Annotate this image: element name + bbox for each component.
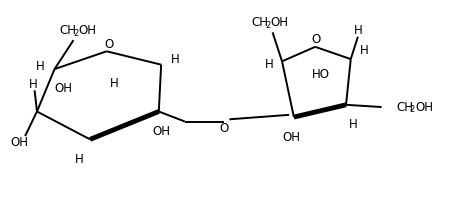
Text: H: H [75, 153, 84, 166]
Text: OH: OH [283, 131, 301, 144]
Text: OH: OH [152, 125, 170, 138]
Text: O: O [219, 122, 228, 135]
Text: O: O [311, 33, 321, 46]
Text: CH: CH [251, 17, 268, 29]
Text: CH: CH [396, 101, 413, 114]
Text: OH: OH [415, 101, 433, 114]
Text: H: H [109, 77, 118, 90]
Text: OH: OH [10, 136, 28, 149]
Text: H: H [360, 44, 368, 57]
Text: H: H [264, 58, 273, 71]
Text: HO: HO [312, 68, 330, 81]
Text: 2: 2 [265, 21, 271, 30]
Text: H: H [36, 60, 45, 73]
Text: CH: CH [59, 24, 76, 37]
Text: OH: OH [270, 17, 288, 29]
Text: H: H [354, 24, 362, 37]
Text: OH: OH [78, 24, 96, 37]
Text: 2: 2 [73, 29, 79, 38]
Text: OH: OH [54, 82, 72, 95]
Text: H: H [171, 53, 180, 66]
Text: H: H [29, 78, 37, 91]
Text: 2: 2 [410, 105, 415, 114]
Text: H: H [349, 118, 357, 131]
Text: O: O [104, 38, 114, 51]
